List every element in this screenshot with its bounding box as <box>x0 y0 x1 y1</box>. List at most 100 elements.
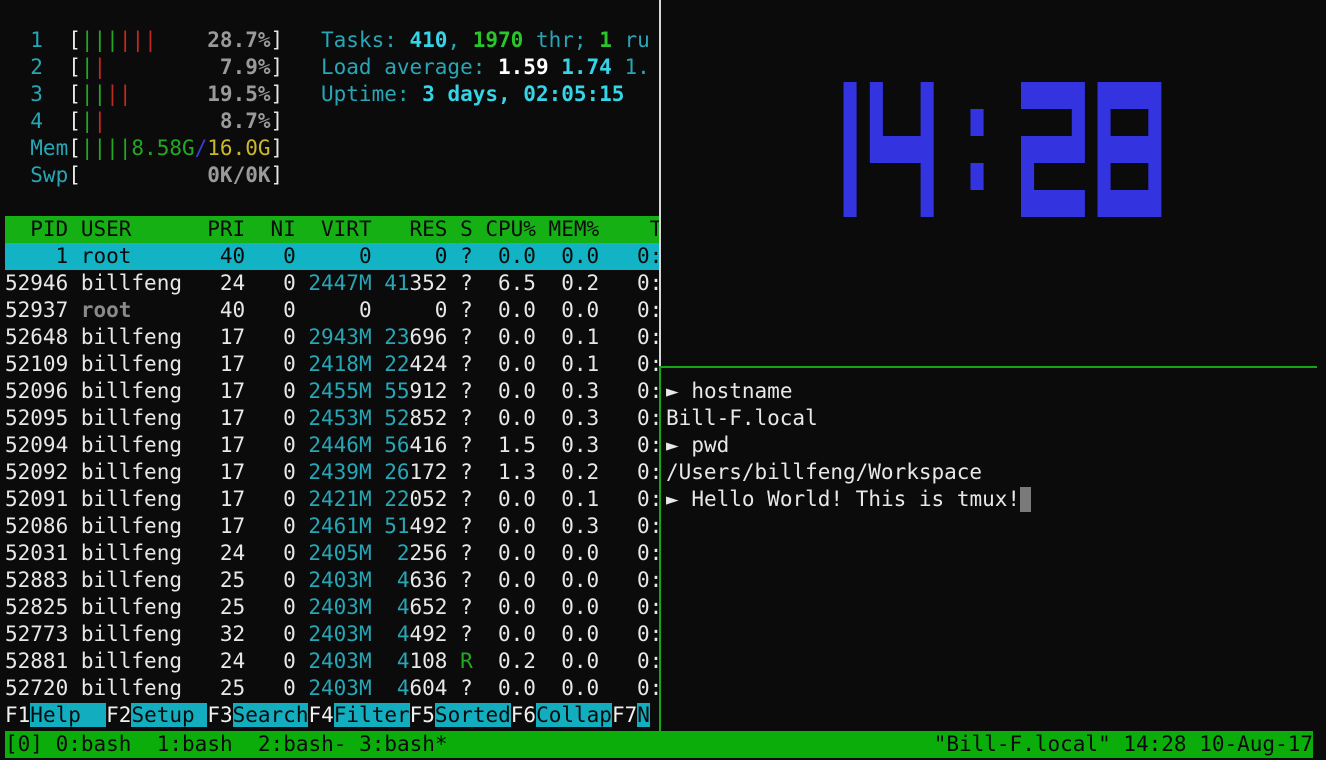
clock-block-8 <box>1097 190 1111 217</box>
process-row[interactable]: 52109 billfeng 17 0 2418M 22424? 0.0 0.1 0: <box>5 351 660 378</box>
clock-block-1 <box>843 136 857 163</box>
column-header-pri[interactable]: PRI <box>207 217 246 241</box>
clock-block-8 <box>1110 82 1124 109</box>
tmux-window-tab[interactable]: 0:bash <box>55 732 132 756</box>
tmux-window-tab[interactable]: 1:bash <box>156 732 233 756</box>
cell-user: billfeng <box>80 460 182 484</box>
process-row[interactable]: 52773 billfeng 32 0 2403M 4492? 0.0 0.0 0: <box>5 621 660 648</box>
cell-mem: 0.3 <box>561 379 600 403</box>
cell-pid: 52946 <box>5 271 69 295</box>
process-row[interactable]: 52720 billfeng 25 0 2403M 4604? 0.0 0.0 0: <box>5 675 660 702</box>
clock-block-4 <box>869 136 883 163</box>
pane-border-horizontal-active[interactable] <box>661 366 1317 368</box>
column-header-virt[interactable]: VIRT <box>321 217 372 241</box>
process-table-header: PID USER PRI NI VIRT RES S CPU% MEM% T <box>5 216 660 243</box>
process-row[interactable]: 52092 billfeng 17 0 2439M 26172? 1.3 0.2 0: <box>5 459 660 486</box>
process-row[interactable]: 52091 billfeng 17 0 2421M 22052? 0.0 0.1 0: <box>5 486 660 513</box>
pane-border-vertical[interactable] <box>659 0 661 366</box>
function-key-label: N <box>637 703 650 727</box>
cell-res: 26172 <box>372 459 447 486</box>
process-row[interactable]: 52883 billfeng 25 0 2403M 4636? 0.0 0.0 0: <box>5 567 660 594</box>
column-header-ni[interactable]: NI <box>270 217 296 241</box>
cell-mem: 0.0 <box>561 676 600 700</box>
cell-cpu: 0.2 <box>497 649 536 673</box>
function-key-f2[interactable]: F2Setup <box>106 703 208 727</box>
cell-pri: 17 <box>219 487 246 511</box>
function-key-label: Filter <box>333 703 410 727</box>
function-key-f3[interactable]: F3Search <box>207 703 309 727</box>
function-key-f4[interactable]: F4Filter <box>308 703 410 727</box>
function-key-number: F5 <box>409 703 435 727</box>
function-key-f7[interactable]: F7N <box>612 703 650 727</box>
clock-block-8 <box>1097 136 1111 163</box>
cell-time: 0: <box>637 622 660 646</box>
cell-user: billfeng <box>80 649 182 673</box>
tmux-window-tab[interactable]: 3:bash* <box>359 732 448 756</box>
cpu-meter-label: 2 <box>30 55 43 79</box>
process-row[interactable]: 52086 billfeng 17 0 2461M 51492? 0.0 0.3 0: <box>5 513 660 540</box>
function-key-f6[interactable]: F6Collap <box>511 703 612 727</box>
cell-user: billfeng <box>80 379 182 403</box>
tmux-session-name[interactable]: [0] <box>5 732 43 756</box>
function-key-f5[interactable]: F5Sorted <box>410 703 511 727</box>
column-header-pid[interactable]: PID <box>30 217 69 241</box>
text-cursor[interactable] <box>1020 487 1032 512</box>
process-row[interactable]: 52937 root 40 0 0 0? 0.0 0.0 0: <box>5 297 660 324</box>
column-header-s[interactable]: S <box>460 217 473 241</box>
bar-segment-green: | <box>106 136 119 160</box>
column-header-time[interactable]: T <box>649 217 660 241</box>
process-row[interactable]: 52946 billfeng 24 0 2447M 41352? 6.5 0.2 0: <box>5 270 660 297</box>
clock-block-8 <box>1097 163 1111 190</box>
cell-time: 0: <box>637 244 660 268</box>
column-header-res[interactable]: RES <box>409 217 448 241</box>
window-gap <box>131 732 156 756</box>
tmux-window-tab[interactable]: 2:bash- <box>257 732 347 756</box>
clock-block-2 <box>1033 190 1047 217</box>
process-row[interactable]: 52096 billfeng 17 0 2455M 55912? 0.0 0.3 0: <box>5 378 660 405</box>
cell-pri: 17 <box>219 514 246 538</box>
process-row[interactable]: 52095 billfeng 17 0 2453M 52852? 0.0 0.3 0: <box>5 405 660 432</box>
cell-cpu: 0.0 <box>497 541 536 565</box>
cell-s: ? <box>460 244 473 268</box>
cell-s: ? <box>460 433 473 457</box>
pane-border-vertical-active[interactable] <box>659 366 661 731</box>
column-header-user[interactable]: USER <box>80 217 132 241</box>
cell-mem: 0.2 <box>561 460 600 484</box>
cell-user: billfeng <box>80 406 182 430</box>
cell-virt: 2446M <box>308 433 372 457</box>
clock-block-4 <box>920 163 934 190</box>
column-header-mem[interactable]: MEM% <box>548 217 600 241</box>
res-thousands: 4 <box>396 622 410 646</box>
cell-s: ? <box>460 460 473 484</box>
cell-virt: 2461M <box>308 514 372 538</box>
process-row[interactable]: 52094 billfeng 17 0 2446M 56416? 1.5 0.3 0: <box>5 432 660 459</box>
tasks-info-segment: , <box>447 28 473 52</box>
cell-pid: 1 <box>55 244 69 268</box>
memory-meter-value: 8.58G/16.0G <box>131 135 270 162</box>
res-thousands: 4 <box>396 595 410 619</box>
cell-cpu: 0.0 <box>497 244 536 268</box>
tasks-info-segment: Tasks: <box>321 28 410 52</box>
process-row[interactable]: 52648 billfeng 17 0 2943M 23696? 0.0 0.1 0: <box>5 324 660 351</box>
process-row[interactable]: 52825 billfeng 25 0 2403M 4652? 0.0 0.0 0: <box>5 594 660 621</box>
tmux-status-bar: [0] 0:bash 1:bash 2:bash- 3:bash* "Bill-F… <box>5 731 1313 758</box>
cell-cpu: 0.0 <box>497 568 536 592</box>
cell-pid: 52086 <box>5 514 69 538</box>
cell-mem: 0.1 <box>561 325 600 349</box>
cell-ni: 0 <box>283 352 296 376</box>
cpu-meter-3: 3 [|||| 19.5%] <box>5 81 660 108</box>
bar-segment-red: | <box>118 28 132 52</box>
cell-ni: 0 <box>283 514 296 538</box>
cell-ni: 0 <box>283 244 296 268</box>
cell-s: ? <box>460 379 473 403</box>
cell-ni: 0 <box>283 487 296 511</box>
bar-segment-red: | <box>93 109 107 133</box>
process-row-selected[interactable]: 1 root 40 0 0 0? 0.0 0.0 0: <box>5 243 660 270</box>
column-header-cpu[interactable]: CPU% <box>485 217 536 241</box>
process-row[interactable]: 52031 billfeng 24 0 2405M 2256? 0.0 0.0 0: <box>5 540 660 567</box>
process-row[interactable]: 52881 billfeng 24 0 2403M 4108 R 0.2 0.0 0: <box>5 648 660 675</box>
clock-block-8 <box>1097 82 1111 109</box>
function-key-f1[interactable]: F1Help <box>5 703 107 727</box>
shell-output-line: Bill-F.local <box>666 405 818 432</box>
res-thousands: 2 <box>396 541 410 565</box>
